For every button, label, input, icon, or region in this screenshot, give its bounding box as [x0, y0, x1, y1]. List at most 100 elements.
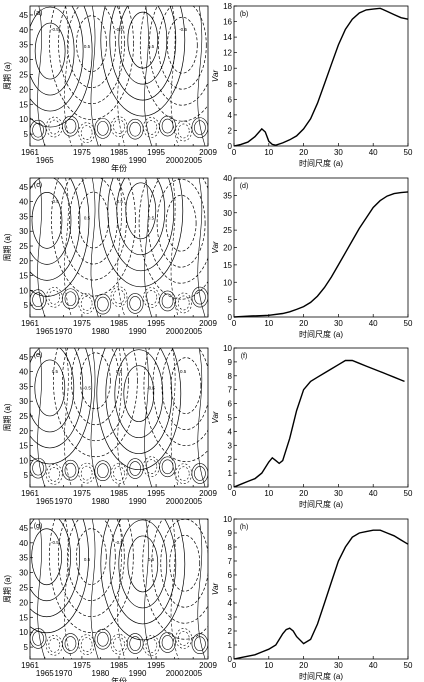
line-panel-1: 0 10 20 30 40 50 0 2 4 6 8 10 12 14 16 18 (b) Var 时间尺度 (a) [211, 2, 413, 168]
contour-label: -0.5 [179, 27, 187, 32]
x-tick-label: 20 [299, 489, 308, 498]
y-tick-label: 20 [19, 257, 28, 266]
contour-line [197, 348, 206, 487]
x-tick-label: 1995 [147, 661, 165, 670]
contour-label: -0.5 [51, 199, 59, 204]
y-tick-label: 5 [228, 296, 233, 305]
y-tick-label: 45 [19, 353, 28, 362]
contour-line [53, 348, 138, 458]
contour-line [110, 463, 128, 484]
y-tick-label: 5 [24, 471, 29, 480]
y-tick-label: 3 [228, 441, 233, 450]
x-tick-label: 1961 [21, 148, 39, 157]
contour-line [145, 290, 158, 305]
contour-line [94, 293, 112, 315]
contour-line [110, 116, 128, 137]
contour-line [64, 462, 77, 478]
y-tick-label: 30 [223, 209, 232, 218]
contour-label: -0.5 [115, 27, 123, 32]
x-tick-label: 1965 [36, 327, 54, 336]
contour-line [117, 6, 126, 146]
x-tick-label: 50 [404, 661, 413, 670]
x-tick-label: 40 [369, 319, 378, 328]
contour-line [90, 6, 99, 146]
x-tick-label: 1965 [36, 669, 54, 678]
panel-label: (a) [34, 10, 43, 17]
contour-panel-4: 0.5 -0.5 0.5 -0.5 0.5 (e) 5 10 15 20 25 30 35 40 45 周期 … [3, 347, 217, 506]
contour-line [94, 118, 112, 139]
contour-line [170, 178, 179, 317]
x-tick-label: 2009 [199, 319, 217, 328]
y-tick-label: 10 [19, 628, 28, 637]
contour-line [170, 348, 179, 487]
y-tick-label: 40 [19, 198, 28, 207]
contour-line [109, 519, 177, 625]
contour-line [197, 178, 206, 317]
x-tick-label: 2000 [166, 669, 184, 678]
x-tick-label: 30 [334, 148, 343, 157]
x-tick-label: 30 [334, 319, 343, 328]
y-tick-label: 30 [19, 56, 28, 65]
x-tick-label: 20 [299, 319, 308, 328]
contour-line [66, 519, 116, 601]
x-tick-label: 1980 [92, 497, 110, 506]
contour-line [63, 6, 72, 146]
contour-label: 0.5 [148, 216, 155, 221]
y-tick-label: 9 [228, 529, 233, 538]
x-tick-label: 0 [232, 489, 237, 498]
contour-line [145, 459, 158, 474]
contour-line [30, 348, 75, 433]
contour-line [129, 121, 141, 137]
contour-line [62, 288, 79, 310]
contour-line [67, 6, 116, 89]
y-tick-label: 8 [228, 372, 233, 381]
contour-line [145, 120, 158, 135]
y-tick-label: 10 [19, 456, 28, 465]
y-tick-label: 2 [228, 627, 233, 636]
contour-line [177, 295, 190, 311]
contour-line [148, 6, 208, 106]
y-tick-label: 35 [19, 554, 28, 563]
contour-line [80, 296, 93, 311]
contour-line [94, 460, 112, 482]
contour-line [159, 290, 176, 312]
y-tick-label: 40 [19, 368, 28, 377]
contour-line [129, 296, 141, 311]
y-axis-label: 周期 (a) [3, 62, 12, 90]
y-tick-label: 5 [228, 585, 233, 594]
y-tick-label: 10 [223, 64, 232, 73]
contour-line [191, 633, 208, 655]
x-tick-label: 1990 [129, 156, 147, 165]
x-tick-label: 30 [334, 489, 343, 498]
contour-line [143, 287, 160, 308]
y-tick-label: 40 [19, 26, 28, 35]
contour-line [37, 519, 46, 659]
contour-line [30, 178, 72, 265]
contour-line [75, 528, 107, 585]
contour-line [62, 348, 129, 442]
contour-line [156, 178, 206, 268]
panel-label: (g) [34, 523, 43, 530]
contour-label: -0.5 [51, 540, 59, 545]
x-tick-label: 10 [264, 661, 273, 670]
x-tick-label: 2000 [166, 497, 184, 506]
series-line [233, 191, 409, 318]
y-tick-label: 30 [19, 397, 28, 406]
y-tick-label: 10 [223, 278, 232, 287]
contour-line [117, 519, 126, 659]
contour-line [64, 636, 77, 651]
x-tick-label: 1975 [73, 319, 91, 328]
x-tick-label: 1975 [73, 148, 91, 157]
contour-line [144, 6, 152, 146]
y-tick-label: 2 [228, 455, 233, 464]
y-axis-label: 周期 (a) [3, 575, 12, 603]
x-tick-label: 1970 [54, 327, 72, 336]
y-tick-label: 15 [19, 442, 28, 451]
contour-line [110, 286, 128, 307]
contour-line [98, 178, 184, 288]
contour-label: -0.5 [115, 540, 123, 545]
contour-line [194, 466, 206, 481]
panel-label: (f) [241, 353, 248, 360]
y-tick-label: 20 [19, 598, 28, 607]
x-tick-label: 10 [264, 148, 273, 157]
